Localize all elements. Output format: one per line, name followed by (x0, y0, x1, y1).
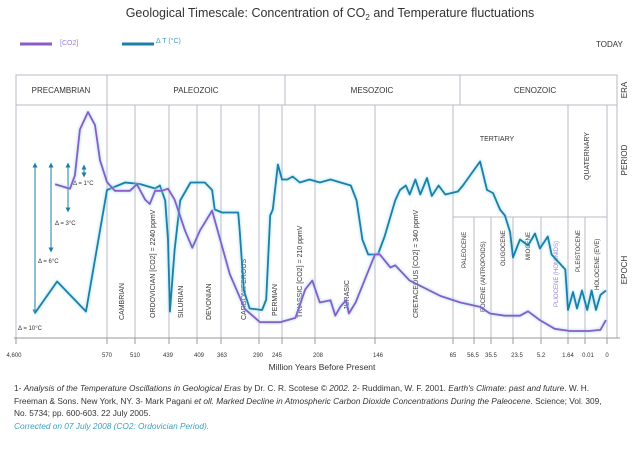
co2-series-line-glow (54, 110, 608, 333)
x-tick-label: 363 (217, 353, 228, 359)
epoch-paleocene: PALEOCENE (462, 232, 468, 268)
era-paleozoic: PALEOZOIC (173, 86, 218, 95)
period-permian: PERMIAN (272, 284, 279, 316)
x-tick-label: 0.01 (582, 353, 594, 359)
today-label: TODAY (596, 40, 623, 49)
row-label-period: PERIOD (620, 144, 629, 175)
ref-3-title: et oll. Marked Decline in Atmospheric Ca… (194, 395, 531, 406)
chart-title: Geological Timescale: Concentration of C… (126, 6, 535, 22)
ref-1-number: 1- (14, 383, 24, 393)
epoch-oligocene: OLIGOCENE (501, 230, 507, 266)
delta-3-label: Δ = 3°C (55, 221, 76, 227)
ref-3-source: . Science; Vol. 309, No. 5734; pp. 600-6… (14, 395, 602, 419)
epoch-pleistocene: PLEISTOCENE (576, 230, 582, 272)
x-tick-label: 4,600 (6, 353, 22, 359)
row-label-era: ERA (620, 81, 629, 98)
x-tick-label: 208 (313, 353, 324, 359)
ref-2-author: 2- Ruddiman, W. F. 2001. (350, 383, 449, 393)
references: 1- Analysis of the Temperature Oscillati… (14, 382, 614, 432)
legend: [CO2] Δ T (°C) (20, 37, 181, 47)
period-silurian: SILURIAN (178, 286, 185, 318)
x-tick-label: 439 (163, 353, 174, 359)
ref-1-year: 2002. (329, 383, 351, 393)
legend-co2-label: [CO2] (60, 40, 78, 47)
period-cretaceous: CRETACEOUS [CO2] = 340 ppmV (413, 209, 420, 318)
x-axis-label: Million Years Before Present (269, 362, 376, 372)
x-tick-label: 570 (102, 353, 113, 359)
epoch-eocene: EOCENE (ANTROPOIDS) (481, 241, 487, 312)
x-tick-label: 23.5 (511, 353, 523, 359)
x-tick-label: 409 (194, 353, 205, 359)
row-label-epoch: EPOCH (620, 256, 629, 285)
x-tick-label: 0 (605, 353, 609, 359)
x-tick-label: 245 (272, 353, 283, 359)
era-cenozoic: CENOZOIC (514, 86, 556, 95)
x-tick-label: 146 (373, 353, 384, 359)
period-cambrian: CAMBRIAN (119, 283, 126, 320)
temperature-series-line (34, 160, 607, 314)
period-triassic: TRIASSIC [CO2] = 210 ppmV (297, 225, 304, 318)
x-tick-label: 1.64 (562, 353, 574, 359)
series-layer (33, 110, 608, 333)
period-devonian: DEVONIAN (206, 283, 213, 320)
ref-2-title: Earth's Climate: past and future (448, 383, 565, 393)
delta-1-label: Δ = 1°C (73, 181, 94, 187)
ref-1-title: Analysis of the Temperature Oscillations… (23, 383, 242, 393)
x-tick-label: 290 (253, 353, 264, 359)
legend-temp-label: Δ T (°C) (156, 37, 181, 45)
era-mesozoic: MESOZOIC (351, 86, 394, 95)
era-precambrian: PRECAMBRIAN (32, 86, 91, 95)
period-quaternary: QUATERNARY (584, 132, 591, 180)
correction-note: Corrected on 07 July 2008 (CO2: Ordovici… (14, 420, 210, 431)
x-tick-label: 65 (450, 353, 457, 359)
period-ordovician: ORDOVICIAN [CO2] = 2240 ppmV (150, 209, 157, 318)
ref-2-publisher: . W. H. Freeman & Sons. New York, NY. 3-… (14, 383, 590, 406)
x-tick-label: 35.5 (485, 353, 497, 359)
delta-6-label: Δ = 6°C (38, 259, 59, 265)
delta-10-label: Δ = 10°C (18, 326, 43, 332)
period-jurassic: JURASIC (344, 280, 351, 310)
temperature-scale-arrows: Δ = 1°C Δ = 3°C Δ = 6°C Δ = 10°C (18, 162, 94, 332)
x-axis-ticks: 4,600 570 510 439 409 363 290 245 208 146 65 56.5 35… (6, 338, 609, 359)
epoch-holocene: HOLOCENE (EVE) (595, 239, 601, 290)
co2-series-line (54, 111, 607, 332)
x-tick-label: 5.2 (537, 353, 546, 359)
period-tertiary: TERTIARY (480, 136, 515, 143)
x-tick-label: 510 (130, 353, 141, 359)
epoch-pliocene: PLIOCENE (HOMINIDS) (554, 241, 560, 307)
x-tick-label: 56.5 (467, 353, 479, 359)
ref-1-author: by Dr. C. R. Scotese © (241, 383, 330, 393)
